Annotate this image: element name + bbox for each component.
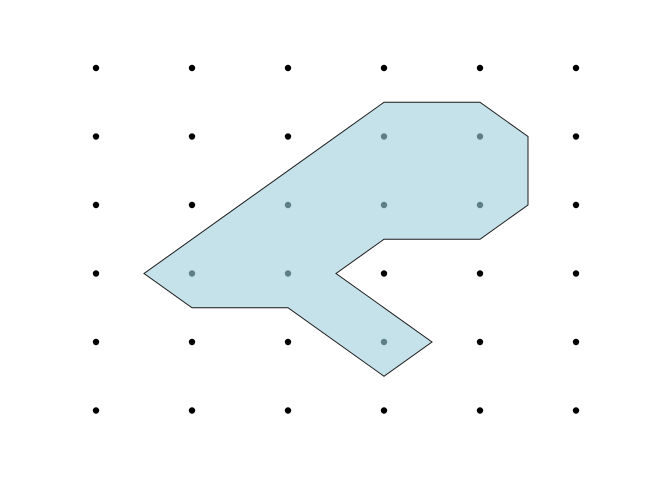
grid-dot <box>92 338 100 346</box>
grid-dot <box>572 64 580 72</box>
grid-dot-inside <box>476 201 484 209</box>
grid-dot <box>188 407 196 414</box>
grid-dot-inside <box>188 270 196 277</box>
shaded-polygon <box>143 101 529 377</box>
grid-dot-inside <box>284 201 292 209</box>
grid-dot <box>572 133 580 140</box>
grid-dot <box>476 270 484 277</box>
grid-dot <box>284 133 292 140</box>
grid-dot-inside <box>476 133 484 140</box>
grid-dot <box>188 64 196 72</box>
grid-dot <box>476 338 484 346</box>
grid-dot <box>476 407 484 414</box>
grid-dot <box>92 270 100 277</box>
grid-dot <box>284 64 292 72</box>
grid-dot-inside <box>284 270 292 277</box>
grid-dot-inside <box>380 133 388 140</box>
grid-dot <box>380 270 388 277</box>
dot-layer <box>92 64 580 414</box>
grid-dot <box>380 407 388 414</box>
grid-dot <box>92 133 100 140</box>
grid-dot <box>188 338 196 346</box>
grid-dot <box>188 133 196 140</box>
polygon-layer <box>143 101 529 377</box>
grid-dot <box>188 201 196 209</box>
grid-dot-inside <box>380 338 388 346</box>
grid-dot <box>92 201 100 209</box>
grid-dot <box>572 201 580 209</box>
grid-dot <box>572 338 580 346</box>
grid-dot <box>284 338 292 346</box>
grid-dot <box>92 407 100 414</box>
grid-dot <box>476 64 484 72</box>
grid-dot <box>284 407 292 414</box>
grid-dot-inside <box>380 201 388 209</box>
grid-dot <box>572 270 580 277</box>
grid-dot <box>572 407 580 414</box>
grid-dot <box>380 64 388 72</box>
grid-dot <box>92 64 100 72</box>
